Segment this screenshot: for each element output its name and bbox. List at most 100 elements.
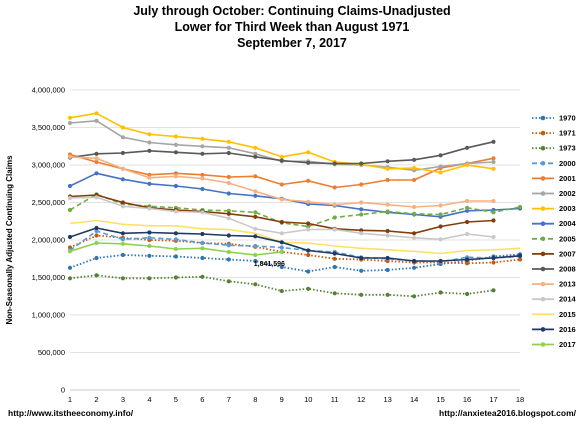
data-point-2001 [359, 182, 364, 187]
data-point-2017 [67, 249, 73, 254]
data-point-2014 [147, 206, 152, 211]
data-point-1970 [412, 265, 417, 270]
data-point-2013 [200, 176, 205, 181]
data-point-2016 [253, 234, 258, 239]
data-point-2002 [200, 144, 205, 149]
data-point-1973 [200, 274, 205, 279]
data-point-2008 [147, 148, 152, 153]
data-point-2016 [517, 253, 523, 258]
series-line-1973 [69, 274, 494, 298]
legend-label-1970: 1970 [559, 114, 576, 123]
data-point-1970 [120, 252, 125, 258]
chart-date: September 7, 2017 [237, 36, 347, 50]
data-point-1970 [279, 264, 284, 270]
data-point-2003 [173, 134, 178, 139]
data-point-2008 [306, 160, 311, 165]
legend-label-1973: 1973 [559, 144, 576, 153]
x-tick-label: 8 [253, 395, 257, 404]
legend-marker-2001 [540, 176, 546, 181]
data-point-2016 [332, 251, 337, 256]
data-point-2002 [67, 120, 73, 126]
data-point-2013 [465, 198, 470, 204]
data-point-1971 [67, 245, 73, 250]
y-tick-label: 500,000 [38, 348, 65, 357]
data-point-2008 [173, 150, 178, 155]
data-point-2003 [306, 150, 311, 155]
data-point-1973 [279, 288, 284, 294]
data-point-2014 [491, 234, 496, 240]
data-point-2002 [226, 145, 231, 150]
legend-label-2015: 2015 [559, 310, 576, 319]
data-point-2000 [226, 243, 231, 248]
data-point-2016 [438, 258, 443, 264]
source-right-link[interactable]: http://anxietea2016.blogspot.com/ [439, 408, 576, 418]
data-point-1971 [517, 257, 523, 262]
source-left-link[interactable]: http://www.itstheeconomy.info/ [8, 408, 134, 418]
data-point-2001 [306, 178, 311, 183]
data-point-2000 [147, 235, 152, 240]
data-point-2003 [94, 111, 99, 116]
x-tick-label: 13 [383, 395, 391, 404]
data-point-2005 [491, 210, 496, 215]
legend-label-2013: 2013 [559, 280, 576, 289]
x-tick-label: 14 [410, 395, 418, 404]
data-point-2017 [279, 249, 284, 254]
data-point-2002 [491, 159, 496, 165]
data-point-2000 [200, 240, 205, 246]
data-point-2016 [200, 231, 205, 237]
data-point-1971 [491, 260, 496, 265]
y-tick-label: 0 [61, 386, 65, 395]
data-point-2004 [465, 208, 470, 213]
data-point-2013 [412, 204, 417, 210]
data-point-2005 [306, 224, 311, 229]
data-point-2000 [120, 237, 125, 242]
y-tick-label: 2,000,000 [32, 236, 65, 245]
data-point-2001 [226, 174, 231, 180]
data-point-2017 [253, 252, 258, 258]
data-point-2007 [491, 218, 496, 223]
data-point-1973 [332, 291, 337, 296]
data-point-2014 [465, 231, 470, 237]
data-point-2013 [173, 174, 178, 179]
series-line-1971 [69, 234, 521, 265]
data-point-2005 [253, 210, 258, 215]
data-point-1970 [253, 258, 258, 264]
y-tick-label: 4,000,000 [32, 86, 65, 95]
legend-label-2014: 2014 [559, 295, 577, 304]
legend-label-2007: 2007 [559, 249, 576, 258]
x-tick-label: 17 [489, 395, 497, 404]
data-point-2003 [279, 154, 284, 159]
data-point-2016 [226, 233, 231, 238]
data-point-2016 [306, 248, 311, 253]
data-point-2014 [120, 204, 125, 209]
data-point-2002 [438, 164, 443, 169]
data-point-2007 [385, 228, 390, 234]
data-point-2014 [253, 226, 258, 231]
data-point-2005 [332, 215, 337, 220]
data-point-2003 [465, 162, 470, 168]
data-point-2016 [412, 258, 417, 264]
data-point-2000 [173, 237, 178, 242]
data-point-2001 [200, 172, 205, 177]
data-point-1973 [306, 286, 311, 291]
data-point-1970 [226, 257, 231, 262]
x-tick-label: 9 [280, 395, 284, 404]
legend-label-1971: 1971 [559, 129, 576, 138]
data-point-2002 [253, 151, 258, 156]
data-point-1973 [173, 275, 178, 280]
data-point-2000 [253, 243, 258, 249]
data-point-2005 [438, 212, 443, 217]
data-point-2005 [517, 204, 523, 210]
data-point-2016 [279, 240, 284, 245]
data-point-2016 [491, 255, 496, 261]
x-tick-label: 2 [94, 395, 98, 404]
data-point-2008 [491, 139, 496, 144]
data-point-2008 [359, 161, 364, 166]
data-point-1970 [385, 267, 390, 273]
x-tick-label: 10 [304, 395, 312, 404]
data-point-1973 [94, 273, 99, 278]
legend-marker-2017 [540, 342, 546, 347]
legend-marker-2002 [540, 191, 546, 196]
x-tick-label: 1 [68, 395, 72, 404]
legend-label-2001: 2001 [559, 174, 576, 183]
